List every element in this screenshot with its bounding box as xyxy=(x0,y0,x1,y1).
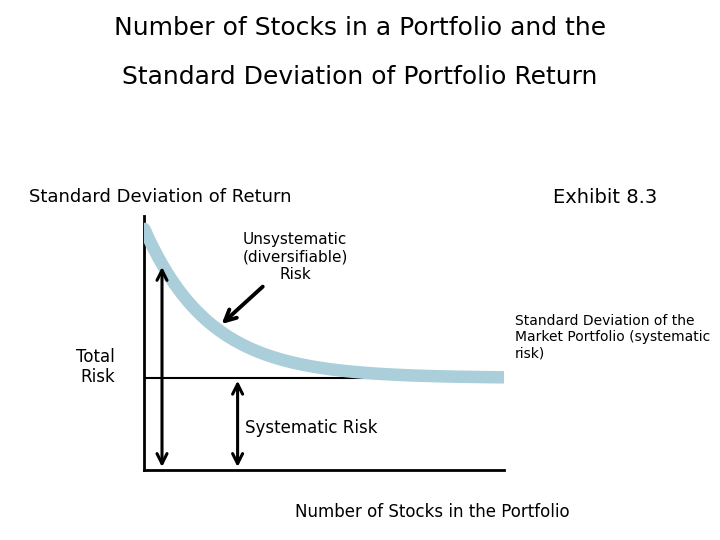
Text: Standard Deviation of Return: Standard Deviation of Return xyxy=(29,188,292,206)
Text: Standard Deviation of the
Market Portfolio (systematic
risk): Standard Deviation of the Market Portfol… xyxy=(515,314,710,361)
Text: Total
Risk: Total Risk xyxy=(76,348,115,386)
Text: Unsystematic
(diversifiable)
Risk: Unsystematic (diversifiable) Risk xyxy=(225,232,348,321)
Text: Number of Stocks in a Portfolio and the: Number of Stocks in a Portfolio and the xyxy=(114,16,606,40)
Text: Systematic Risk: Systematic Risk xyxy=(245,420,377,437)
Text: Exhibit 8.3: Exhibit 8.3 xyxy=(553,187,657,207)
Text: Number of Stocks in the Portfolio: Number of Stocks in the Portfolio xyxy=(294,503,570,521)
Text: Standard Deviation of Portfolio Return: Standard Deviation of Portfolio Return xyxy=(122,65,598,89)
